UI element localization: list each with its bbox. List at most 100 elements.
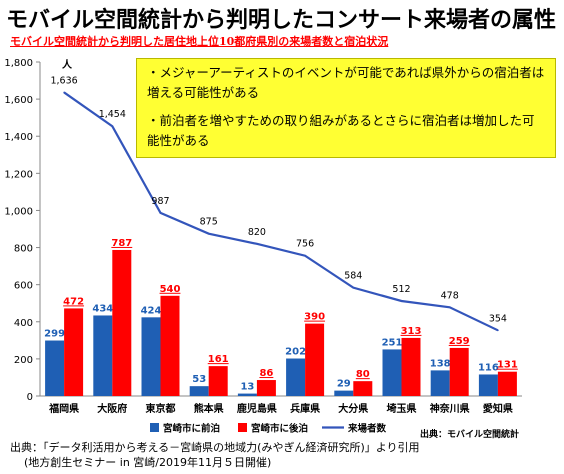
footer-line-2: (地方創生セミナー in 宮崎/2019年11月５日開催) — [24, 456, 272, 469]
y-tick-label: 1,600 — [4, 95, 33, 106]
pre-stay-value-label: 424 — [141, 305, 162, 316]
pre-stay-bar — [286, 358, 306, 396]
pre-stay-bar — [430, 370, 450, 396]
post-stay-bar — [208, 366, 228, 396]
source-note: 出典：モバイル空間統計 — [420, 430, 520, 440]
visitor-count-point — [256, 243, 258, 245]
visitor-count-point — [111, 125, 114, 128]
chart-subtitle: モバイル空間統計から判明した居住地上位10都府県別の来場者数と宿泊状況 — [10, 35, 389, 48]
x-axis-labels: 福岡県 大阪府 東京都 熊本県 鹿児島県 兵庫県 大分県 埼玉県 神奈川県 愛知県 — [48, 402, 513, 415]
post-stay-bar — [112, 249, 132, 396]
x-tick-label: 福岡県 — [48, 402, 79, 415]
pre-stay-value-label: 53 — [192, 374, 206, 385]
x-tick-label: 鹿児島県 — [237, 402, 277, 415]
post-stay-bar — [353, 381, 373, 396]
post-stay-value-label: 131 — [497, 360, 518, 371]
pre-stay-value-label: 13 — [240, 382, 254, 393]
y-tick-label: 600 — [14, 281, 33, 292]
visitor-count-point — [304, 254, 306, 257]
post-stay-value-label: 472 — [63, 296, 84, 307]
pre-stay-bar — [237, 393, 257, 396]
y-tick-label: 800 — [14, 244, 33, 255]
post-stay-bar — [401, 337, 421, 396]
y-tick-label: 1,400 — [4, 132, 33, 143]
visitor-count-label: 1,636 — [50, 75, 77, 86]
pre-stay-value-label: 434 — [92, 303, 113, 314]
visitor-count-line — [63, 91, 499, 332]
y-tick-label: 1,800 — [4, 58, 33, 69]
legend-post-stay-label: 宮崎市に後泊 — [251, 423, 308, 435]
pre-stay-value-label: 29 — [337, 379, 351, 390]
visitor-count-point — [63, 91, 65, 94]
pre-stay-bar — [45, 340, 65, 396]
pre-stay-value-label: 202 — [285, 347, 306, 358]
y-unit-label: 人 — [62, 58, 73, 71]
visitor-count-point — [448, 306, 451, 309]
x-tick-label: 埼玉県 — [387, 402, 417, 415]
pre-stay-bar — [478, 374, 498, 396]
post-stay-bar — [449, 347, 469, 396]
visitor-count-label: 584 — [344, 271, 362, 282]
post-stay-bar — [305, 323, 325, 396]
visitor-count-label: 987 — [151, 196, 169, 207]
note-2: ・前泊者を増やすための取り組みがあるとさらに宿泊者は増加した可能性がある — [147, 113, 535, 148]
pre-stay-bar — [93, 315, 113, 396]
note-1: ・メジャーアーティストのイベントが可能であれば県外からの宿泊者は増える可能性があ… — [147, 65, 545, 100]
y-tick-label: 200 — [14, 355, 33, 366]
pre-stay-bar — [382, 349, 402, 396]
x-tick-label: 神奈川県 — [430, 402, 470, 415]
post-stay-value-label: 161 — [208, 354, 229, 365]
note-box: ・メジャーアーティストのイベントが可能であれば県外からの宿泊者は増える可能性があ… — [136, 58, 556, 158]
page-title: モバイル空間統計から判明したコンサート来場者の属性 — [6, 7, 557, 33]
post-stay-value-label: 86 — [259, 368, 273, 379]
x-tick-label: 愛知県 — [483, 402, 513, 415]
footer: 出典：「データ利活用から考える－宮崎県の地域力(みやぎん経済研究所)」より引用 … — [10, 440, 420, 470]
footer-line-1: 出典：「データ利活用から考える－宮崎県の地域力(みやぎん経済研究所)」より引用 — [10, 441, 420, 454]
visitor-count-label: 820 — [248, 227, 266, 238]
visitor-count-label: 354 — [489, 313, 507, 324]
pre-stay-value-label: 116 — [478, 362, 499, 373]
x-tick-label: 大阪府 — [97, 402, 127, 415]
visitor-count-point — [159, 212, 162, 214]
post-stay-value-label: 540 — [160, 284, 181, 295]
visitor-count-point — [400, 300, 403, 302]
y-tick-label: 400 — [14, 318, 33, 329]
x-tick-label: 東京都 — [146, 402, 176, 415]
pre-stay-bar — [189, 386, 209, 396]
legend-pre-stay-label: 宮崎市に前泊 — [163, 423, 220, 435]
visitor-count-label: 875 — [200, 217, 218, 228]
post-stay-value-label: 313 — [401, 326, 422, 337]
post-stay-bar — [160, 295, 180, 396]
visitor-count-label: 1,454 — [99, 109, 126, 120]
y-tick-label: 1,000 — [4, 206, 33, 217]
x-tick-label: 兵庫県 — [290, 402, 320, 415]
legend: 宮崎市に前泊 宮崎市に後泊 来場者数 — [150, 423, 387, 435]
visitor-count-point — [352, 286, 355, 289]
visitor-line-group: 1,636 1,454 987 875 820 756 584 512 478 354 — [50, 75, 507, 332]
visitor-count-point — [497, 329, 499, 332]
post-stay-value-label: 390 — [304, 312, 325, 323]
post-stay-value-label: 80 — [356, 369, 370, 380]
pre-stay-value-label: 251 — [382, 337, 403, 348]
post-stay-bar — [497, 371, 517, 396]
post-stay-bar — [64, 308, 84, 396]
visitor-count-label: 512 — [392, 284, 410, 295]
pre-stay-value-label: 138 — [430, 358, 451, 369]
x-tick-label: 熊本県 — [194, 402, 224, 415]
y-tick-label: 0 — [27, 392, 33, 403]
post-stay-bar — [256, 380, 276, 396]
x-tick-label: 大分県 — [338, 402, 368, 415]
post-stay-value-label: 259 — [449, 336, 470, 347]
pre-stay-bar — [141, 317, 161, 396]
legend-post-stay-swatch — [238, 423, 247, 432]
pre-stay-value-label: 299 — [44, 329, 65, 340]
legend-pre-stay-swatch — [150, 423, 159, 432]
y-tick-label: 1,200 — [4, 169, 33, 180]
legend-visitor-count-label: 来場者数 — [347, 423, 387, 435]
visitor-count-point — [207, 232, 210, 235]
visitor-count-label: 478 — [441, 290, 459, 301]
pre-stay-bar — [334, 390, 354, 396]
visitor-count-label: 756 — [296, 239, 314, 250]
